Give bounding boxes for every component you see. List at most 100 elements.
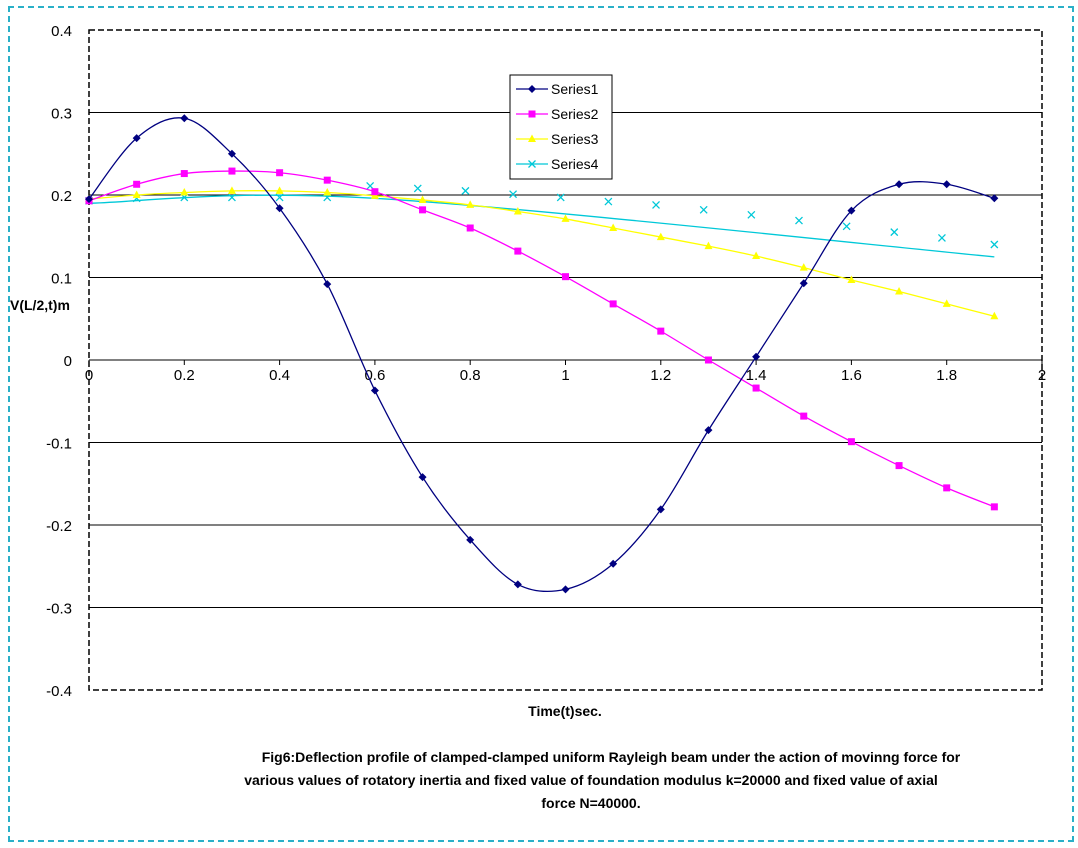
series-1-point [847, 206, 856, 215]
caption-line-1: Fig6:Deflection profile of clamped-clamp… [261, 749, 961, 765]
series-3-point [561, 214, 570, 222]
series-2-point [800, 412, 808, 420]
series-4-point [227, 193, 236, 202]
x-tick-label: 0.2 [174, 367, 195, 384]
y-tick-label: -0.4 [46, 683, 72, 700]
y-tick-label: 0.4 [51, 23, 72, 40]
x-tick-label: 0.4 [269, 367, 290, 384]
series-2-point [752, 384, 760, 392]
y-axis-label: V(L/2,t)m [10, 297, 70, 313]
legend-item-1: Series1 [516, 81, 599, 97]
series-2-point [323, 176, 331, 184]
y-tick-label: -0.1 [46, 436, 72, 453]
series-3-point [895, 287, 904, 295]
series-4-point [604, 197, 613, 206]
x-axis-label: Time(t)sec. [528, 703, 602, 719]
legend-label: Series2 [551, 106, 599, 122]
x-tick-label: 0 [85, 367, 93, 384]
series-1 [85, 114, 999, 594]
legend-item-2: Series2 [516, 106, 599, 122]
series-2-point [943, 484, 951, 492]
y-tick-label: 0.1 [51, 271, 72, 288]
legend-item-4: Series4 [516, 156, 599, 172]
series-3-point [418, 195, 427, 203]
series-3-point [513, 207, 522, 215]
series-4-point [842, 222, 851, 231]
y-tick-label: 0.3 [51, 106, 72, 123]
series-4-point [699, 205, 708, 214]
series-2 [85, 167, 998, 511]
series-2-point [514, 247, 522, 255]
caption-line-3: force N=40000. [541, 795, 641, 811]
x-tick-label: 1.6 [841, 367, 862, 384]
series-3-point [752, 251, 761, 260]
legend-box [509, 74, 613, 180]
series-1-line [88, 117, 995, 593]
series-2-point [133, 180, 141, 188]
series-3-point [609, 223, 618, 231]
series-2-point [276, 169, 284, 177]
series-4-point [461, 186, 470, 195]
legend: Series1 Series2 Series3 Series4 [509, 74, 613, 180]
series-1-point [942, 180, 951, 189]
legend-label: Series3 [551, 131, 599, 147]
series-4-point [747, 210, 756, 219]
legend-item-3: Series3 [516, 131, 599, 147]
series-4-line [88, 194, 995, 258]
series-1-point [418, 473, 427, 482]
figure-caption: Fig6:Deflection profile of clamped-clamp… [96, 746, 1078, 815]
y-tick-label: -0.2 [46, 518, 72, 535]
series-1-point [990, 194, 999, 203]
series-3-point [227, 186, 236, 194]
figure-frame [8, 6, 1074, 842]
y-tick-label: -0.3 [46, 601, 72, 618]
series-4-point [890, 228, 899, 237]
series-2-point [562, 273, 569, 281]
series-3-point [275, 186, 284, 194]
series-4-point [275, 193, 284, 202]
legend-swatch-marker [528, 110, 536, 118]
series-4-point [509, 190, 518, 199]
series-2-point [419, 206, 427, 214]
y-tick-label: 0 [64, 353, 72, 370]
series-4-point [556, 193, 565, 202]
y-axis-ticks: 0.4 0.3 0.2 0.1 0 -0.1 -0.2 -0.3 -0.4 [46, 23, 72, 700]
series-2-point [228, 167, 236, 175]
series-3-point [704, 241, 713, 250]
y-tick-label: 0.2 [51, 188, 72, 205]
series-4-point [413, 184, 422, 193]
x-tick-label: 0.8 [460, 367, 481, 384]
series-1-point [275, 204, 284, 213]
legend-swatch-marker [528, 85, 536, 93]
x-tick-label: 1.4 [746, 367, 767, 384]
series-1-point [704, 426, 713, 435]
series-2-point [180, 170, 188, 178]
series-1-point [561, 585, 570, 594]
series-1-point [370, 386, 379, 395]
series-1-point [656, 505, 665, 514]
series-4-point [652, 200, 660, 209]
series-1-point [799, 279, 808, 288]
series-3-point [466, 200, 475, 208]
series-2-point [990, 503, 998, 511]
series-1-point [513, 580, 522, 589]
series-2-line [88, 170, 995, 508]
series-1-point [895, 180, 904, 189]
series-1-point [227, 149, 236, 158]
x-tick-label: 1.2 [650, 367, 671, 384]
caption-line-2: various values of rotatory inertia and f… [244, 772, 938, 788]
legend-label: Series4 [551, 156, 599, 172]
series-3-point [323, 188, 332, 196]
x-tick-label: 1.8 [936, 367, 957, 384]
series-2-point [466, 224, 474, 232]
series-3-point [990, 311, 999, 320]
series-2-point [371, 188, 379, 196]
series-4-point [937, 233, 946, 242]
series-2-point [657, 327, 665, 335]
legend-swatch-marker [528, 160, 536, 168]
series-3-point [132, 190, 141, 198]
series-1-point [323, 280, 332, 289]
series-3-point [180, 188, 189, 196]
series-2-point [609, 300, 617, 308]
series-3-line [88, 190, 995, 317]
